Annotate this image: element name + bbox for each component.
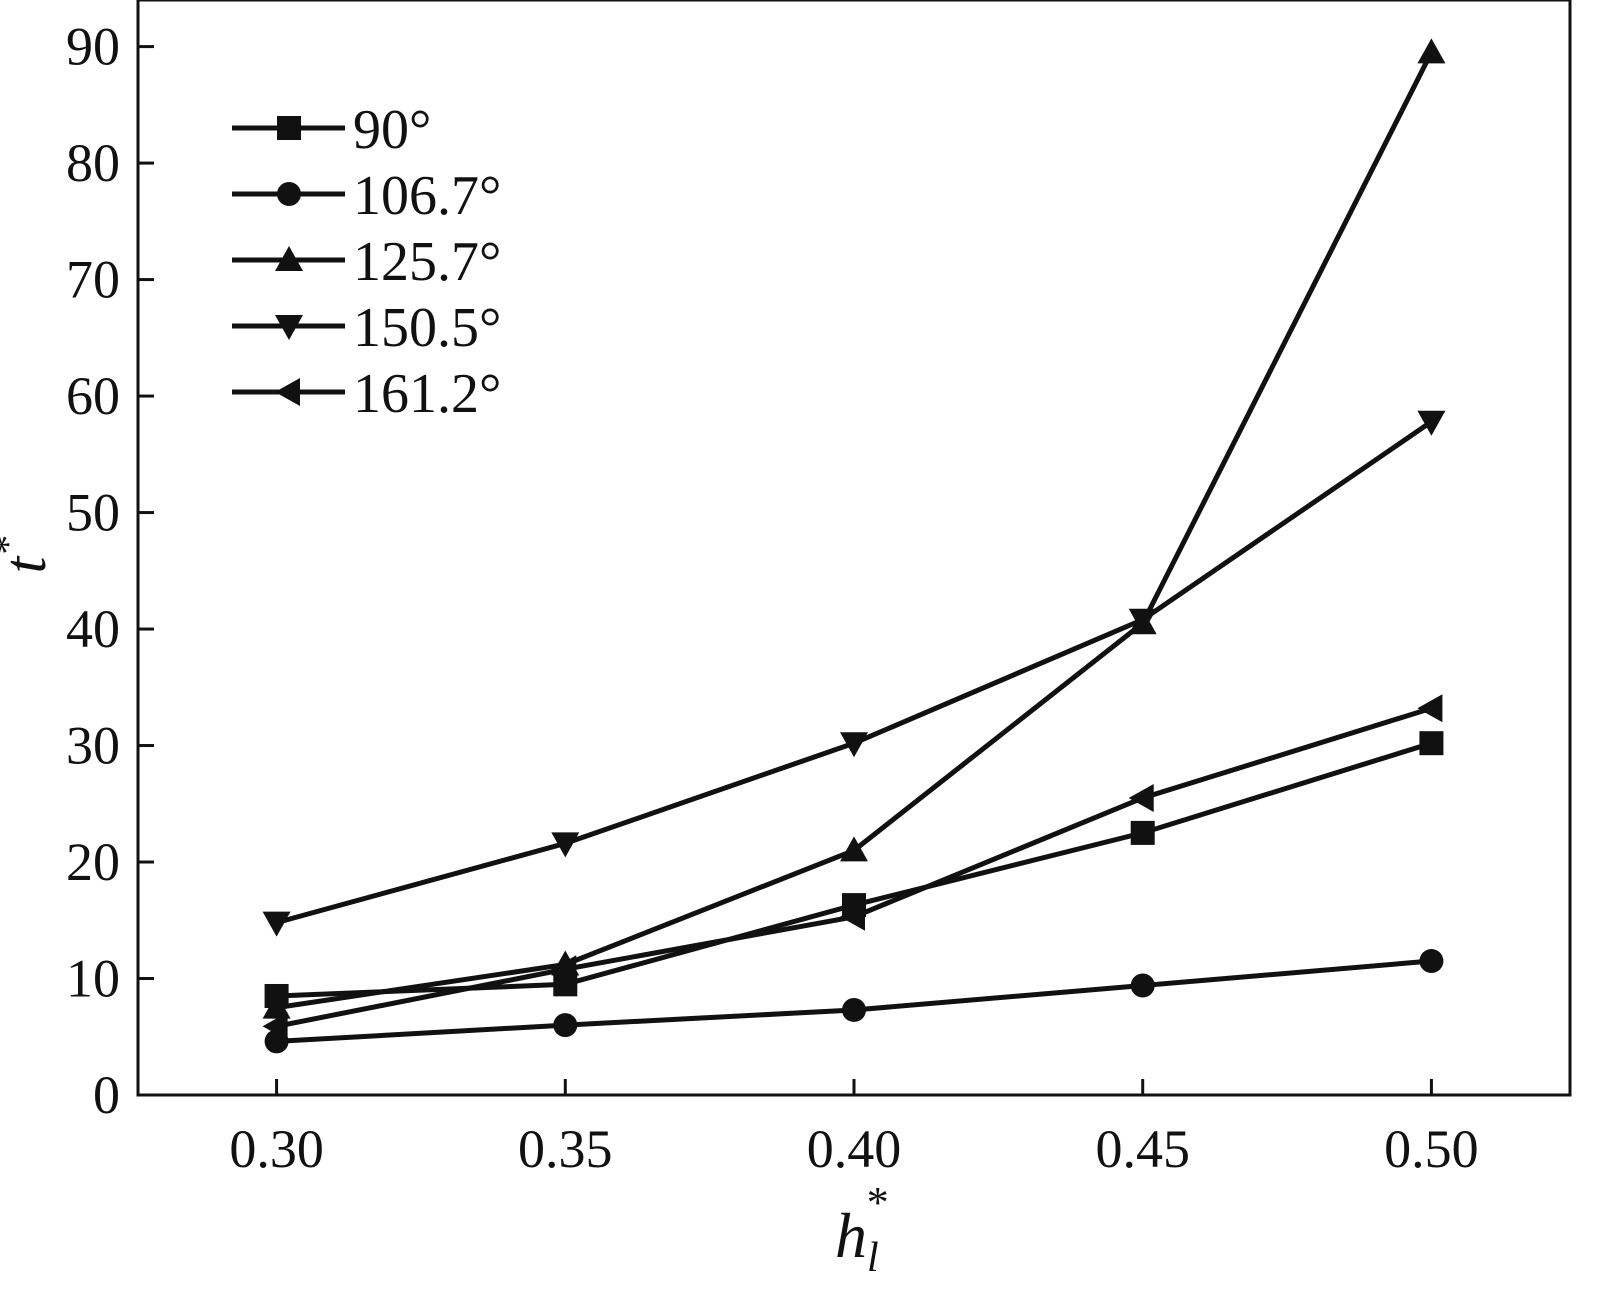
data-point	[840, 836, 868, 862]
y-tick-label: 10	[66, 949, 120, 1009]
data-point	[1128, 608, 1157, 634]
legend-label: 106.7°	[353, 165, 501, 227]
data-point	[262, 993, 291, 1019]
x-tick-label: 0.30	[229, 1119, 324, 1179]
data-point	[1417, 694, 1443, 723]
legend-marker	[277, 182, 301, 206]
data-point	[551, 832, 580, 858]
legend-label: 150.5°	[353, 297, 501, 359]
x-axis-title-sub: l	[867, 1235, 879, 1281]
data-point	[1419, 949, 1444, 974]
series-line	[276, 740, 1433, 999]
data-point	[1130, 973, 1155, 998]
legend-marker	[275, 246, 303, 271]
legend-label: 125.7°	[353, 231, 501, 293]
y-tick-label: 90	[66, 17, 120, 77]
data-point	[262, 911, 291, 937]
legend-item: 125.7°	[232, 231, 501, 293]
series-2	[264, 949, 1444, 1054]
x-tick-label: 0.40	[807, 1119, 902, 1179]
data-point	[553, 1013, 578, 1038]
y-tick-label: 70	[66, 250, 120, 310]
data-point	[840, 732, 868, 758]
y-tick-label: 20	[66, 832, 120, 892]
legend-item: 161.2°	[232, 363, 501, 425]
legend: 90°106.7°125.7°150.5°161.2°	[232, 99, 501, 425]
series-5	[262, 694, 1443, 1041]
legend-marker	[275, 315, 303, 340]
x-axis-title-sup: *	[865, 1178, 887, 1227]
y-axis-title-sup: *	[0, 537, 30, 557]
data-point	[1419, 731, 1444, 756]
y-axis: 0 10 20 30 40 50 60 70 80 90	[66, 17, 154, 1125]
x-axis: 0.30 0.35 0.40 0.45 0.50	[229, 1079, 1479, 1179]
legend-label: 161.2°	[353, 363, 501, 425]
legend-marker	[277, 116, 301, 140]
x-tick-label: 0.45	[1095, 1119, 1190, 1179]
data-point	[1417, 410, 1446, 436]
data-point	[1130, 820, 1155, 845]
series-layer	[262, 38, 1446, 1054]
data-point	[842, 997, 866, 1022]
y-tick-label: 60	[66, 366, 120, 426]
legend-label: 90°	[353, 99, 431, 161]
legend-marker	[275, 378, 300, 406]
x-tick-label: 0.50	[1384, 1119, 1479, 1179]
series-4	[262, 410, 1446, 937]
y-tick-label: 50	[66, 483, 120, 543]
data-point	[1128, 783, 1154, 812]
series-1	[264, 731, 1444, 1008]
y-axis-title-base: t	[0, 555, 58, 573]
data-point	[840, 902, 865, 931]
legend-item: 150.5°	[232, 297, 501, 359]
data-point	[262, 1012, 288, 1041]
legend-item: 106.7°	[232, 165, 501, 227]
y-tick-label: 30	[66, 716, 120, 776]
y-tick-label: 0	[93, 1065, 120, 1125]
x-axis-title-base: h	[835, 1200, 867, 1271]
data-point	[1417, 38, 1446, 64]
y-tick-label: 80	[66, 133, 120, 193]
legend-item: 90°	[232, 99, 431, 161]
x-tick-label: 0.35	[518, 1119, 613, 1179]
y-tick-label: 40	[66, 599, 120, 659]
x-axis-title: hl *	[835, 1178, 887, 1281]
data-point	[551, 955, 577, 984]
y-axis-title: t*	[0, 537, 58, 574]
